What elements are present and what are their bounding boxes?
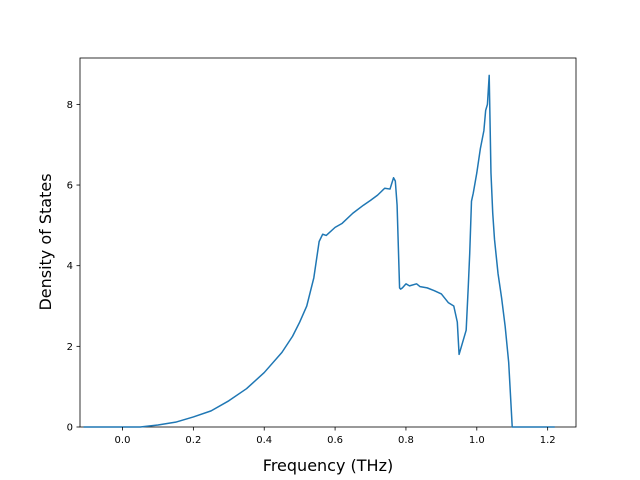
y-tick-label: 6 xyxy=(67,181,73,192)
plot-area xyxy=(79,57,577,428)
y-tick-label: 2 xyxy=(67,342,73,353)
x-axis: 0.0 0.2 0.4 0.6 0.8 1.0 1.2 xyxy=(115,427,556,446)
series-layer xyxy=(83,74,555,428)
y-tick-label: 4 xyxy=(67,261,73,272)
y-axis: 0 2 4 6 8 xyxy=(67,100,80,434)
plot-frame xyxy=(79,57,577,428)
x-tick-label: 1.0 xyxy=(469,435,485,446)
y-tick-label: 8 xyxy=(67,100,73,111)
x-tick-label: 0.0 xyxy=(115,435,131,446)
series-line-0 xyxy=(83,74,555,428)
x-tick-label: 1.2 xyxy=(540,435,556,446)
x-tick-label: 0.2 xyxy=(185,435,201,446)
y-tick-label: 0 xyxy=(67,423,73,434)
x-tick-label: 0.6 xyxy=(327,435,343,446)
y-axis-label: Density of States xyxy=(36,173,55,310)
x-axis-label: Frequency (THz) xyxy=(263,456,393,475)
x-tick-label: 0.8 xyxy=(398,435,414,446)
x-tick-label: 0.4 xyxy=(256,435,272,446)
